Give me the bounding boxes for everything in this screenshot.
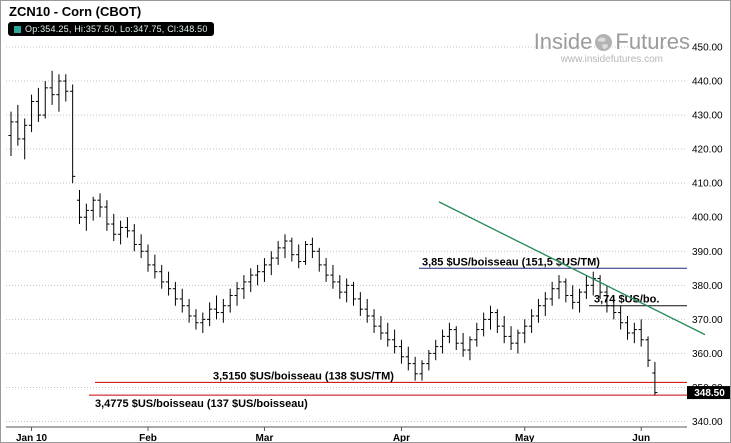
last-price-tag xyxy=(687,386,730,400)
y-axis-label: 430.00 xyxy=(692,111,723,122)
price-level-label: 3,85 $US/boisseau (151,5 $US/TM) xyxy=(422,256,600,268)
y-axis-label: 340.00 xyxy=(692,417,723,428)
y-axis-label: 440.00 xyxy=(692,77,723,88)
x-axis-label: Jan 10 xyxy=(16,433,48,443)
trendline xyxy=(438,201,706,336)
y-axis-label: 390.00 xyxy=(692,247,723,258)
y-axis-label: 380.00 xyxy=(692,281,723,292)
y-axis-label: 400.00 xyxy=(692,213,723,224)
watermark-brand: Inside Futures xyxy=(534,31,690,53)
x-axis-label: Jun xyxy=(632,433,650,443)
y-axis-label: 360.00 xyxy=(692,349,723,360)
price-level-label: 3,4775 $US/boisseau (137 $US/boisseau) xyxy=(95,398,308,410)
price-level-label: 3,74 $US/bo. xyxy=(594,294,659,306)
series-swatch-icon xyxy=(14,25,21,33)
watermark-brand-left: Inside xyxy=(533,29,593,54)
watermark-brand-right: Futures xyxy=(615,29,690,54)
price-level-label: 3,5150 $US/boisseau (138 $US/TM) xyxy=(213,370,394,382)
y-axis-label: 450.00 xyxy=(692,43,723,54)
x-axis-label: Mar xyxy=(256,433,274,443)
x-axis-label: Apr xyxy=(393,433,410,443)
y-axis-label: 420.00 xyxy=(692,145,723,156)
y-axis-label: 410.00 xyxy=(692,179,723,190)
ohlc-summary-badge: Op:354.25, Hi:357.50, Lo:347.75, Cl:348.… xyxy=(8,22,214,36)
watermark: Inside Futures www.insidefutures.com xyxy=(534,31,690,66)
x-axis-label: Feb xyxy=(139,433,157,443)
last-price-label: 348.50 xyxy=(694,388,725,399)
chart-title: ZCN10 - Corn (CBOT) xyxy=(9,4,142,19)
ohlc-summary: Op:354.25, Hi:357.50, Lo:347.75, Cl:348.… xyxy=(25,24,208,34)
x-axis-label: May xyxy=(515,433,535,443)
y-axis-label: 370.00 xyxy=(692,315,723,326)
watermark-url: www.insidefutures.com xyxy=(560,54,663,65)
globe-icon xyxy=(595,33,613,51)
